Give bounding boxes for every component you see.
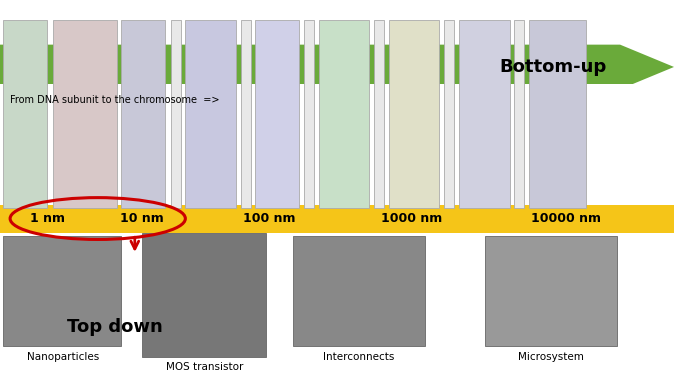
Text: Bottom-up: Bottom-up	[499, 58, 607, 76]
Text: Top down: Top down	[67, 318, 163, 336]
Text: MOS transistor: MOS transistor	[166, 362, 243, 372]
Bar	[293, 236, 425, 346]
Bar	[374, 20, 384, 208]
Bar	[3, 20, 47, 208]
Text: 10 nm: 10 nm	[120, 212, 163, 225]
Bar	[529, 20, 586, 208]
Text: 10000 nm: 10000 nm	[531, 212, 601, 225]
Bar	[514, 20, 524, 208]
Polygon shape	[0, 307, 674, 348]
Bar	[185, 20, 236, 208]
Text: 100 nm: 100 nm	[243, 212, 296, 225]
Bar	[389, 20, 439, 208]
Bar	[241, 20, 251, 208]
Bar	[3, 236, 121, 346]
Text: Interconnects: Interconnects	[323, 352, 394, 362]
Text: Nanoparticles: Nanoparticles	[26, 352, 99, 362]
Bar	[0, 84, 674, 348]
Text: From DNA subunit to the chromosome  =>: From DNA subunit to the chromosome =>	[10, 96, 220, 105]
Bar	[142, 232, 266, 357]
Bar	[459, 20, 510, 208]
Text: 1 nm: 1 nm	[30, 212, 65, 225]
Bar	[319, 20, 369, 208]
Bar	[255, 20, 299, 208]
Bar	[0, 205, 674, 232]
Bar	[121, 20, 165, 208]
Bar	[171, 20, 181, 208]
Bar	[53, 20, 117, 208]
Text: Microsystem: Microsystem	[518, 352, 584, 362]
Bar	[485, 236, 617, 346]
Text: 1000 nm: 1000 nm	[381, 212, 441, 225]
Bar	[304, 20, 314, 208]
Bar	[444, 20, 454, 208]
Polygon shape	[0, 45, 674, 89]
